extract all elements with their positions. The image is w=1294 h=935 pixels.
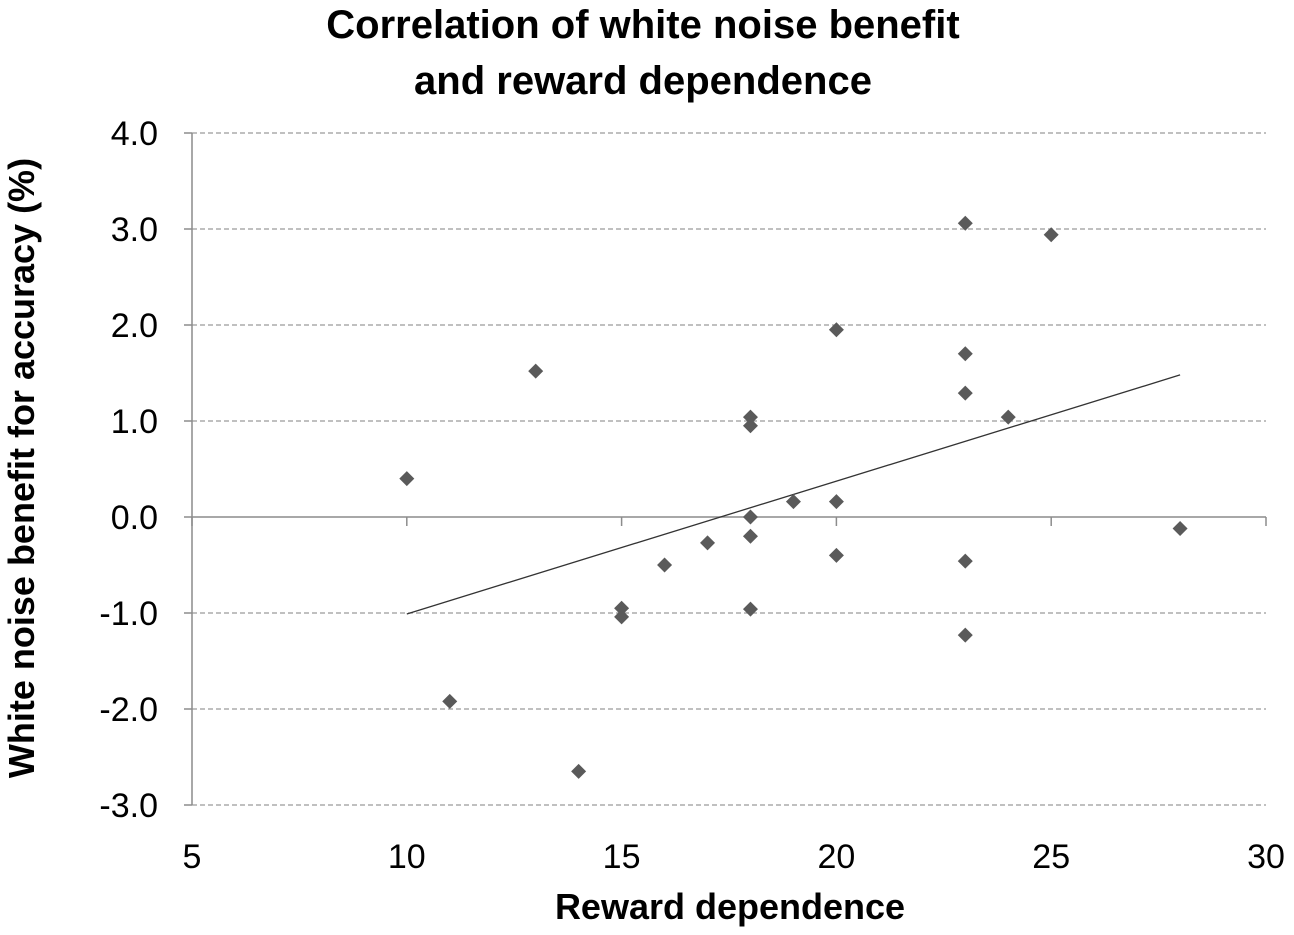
data-point-23 [1000,409,1016,425]
data-point-25 [1172,521,1188,537]
data-point-7 [657,557,673,573]
data-point-12 [742,528,758,544]
data-point-1 [399,471,415,487]
y-tick-label-0.0: 0.0 [111,499,158,537]
y-tick-label-4.0: 4.0 [111,115,158,153]
y-tick-label--1.0: -1.0 [99,595,158,633]
data-point-2 [442,693,458,709]
data-point-20 [957,385,973,401]
x-tick-label-30: 30 [1247,838,1285,876]
data-point-8 [700,535,716,551]
data-point-9 [742,409,758,425]
y-tick-label-2.0: 2.0 [111,307,158,345]
data-point-15 [828,322,844,338]
axes [184,132,1267,806]
y-tick-labels: -3.0 -2.0 -1.0 0.0 1.0 2.0 3.0 4.0 [99,115,158,825]
data-point-11 [742,509,758,525]
data-point-13 [742,601,758,617]
gridlines [192,132,1266,806]
data-point-5 [614,600,630,616]
x-tick-label-20: 20 [817,838,855,876]
data-point-14 [785,494,801,510]
data-point-22 [957,627,973,643]
x-axis-title: Reward dependence [555,886,905,927]
data-point-3 [528,363,544,379]
y-tick-label--3.0: -3.0 [99,787,158,825]
data-points [399,215,1188,779]
y-axis-title: White noise benefit for accuracy (%) [1,158,42,778]
data-point-6 [614,609,630,625]
x-tick-labels: 5 10 15 20 25 30 [183,838,1285,876]
data-point-10 [742,418,758,434]
x-tick-label-5: 5 [183,838,202,876]
y-tick-label-1.0: 1.0 [111,403,158,441]
chart-title-line-2: and reward dependence [414,59,872,103]
x-tick-label-10: 10 [388,838,426,876]
x-tick-label-25: 25 [1032,838,1070,876]
data-point-21 [957,553,973,569]
x-tick-label-15: 15 [603,838,641,876]
data-point-18 [957,215,973,231]
chart-title-line-1: Correlation of white noise benefit [326,3,959,47]
data-point-4 [571,763,587,779]
data-point-16 [828,494,844,510]
y-tick-label--2.0: -2.0 [99,691,158,729]
data-point-19 [957,346,973,362]
y-tick-label-3.0: 3.0 [111,211,158,249]
data-point-24 [1043,227,1059,243]
data-point-17 [828,547,844,563]
